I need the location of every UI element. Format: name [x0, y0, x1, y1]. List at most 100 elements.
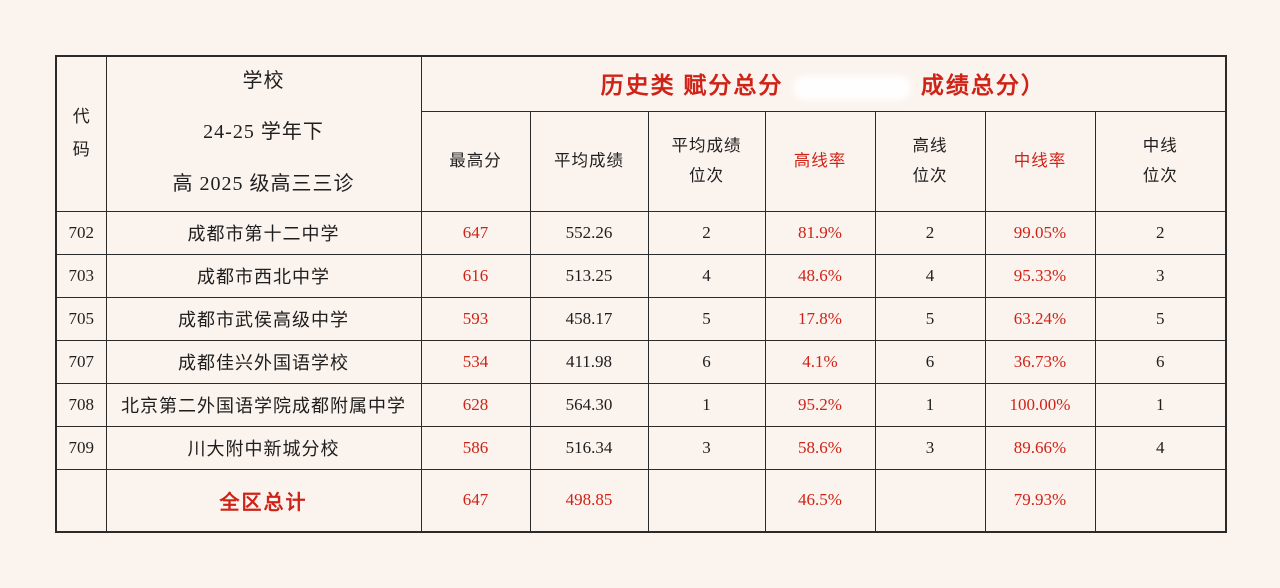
cell-mid-line-rank: 1 — [1094, 382, 1227, 427]
cell-mid-line-rank: 3 — [1094, 253, 1227, 298]
column-label: 高线率 — [793, 151, 847, 171]
cell-avg-rank: 5 — [647, 296, 766, 341]
cell-high-line-rate: 17.8% — [764, 296, 876, 341]
cell-school: 川大附中新城分校 — [105, 425, 422, 470]
cell-high-line-rank: 1 — [874, 382, 986, 427]
cell-mid-line-rate: 79.93% — [984, 468, 1096, 533]
exam-name-label: 高 2025 级高三三诊 — [172, 172, 355, 195]
cell-high-line-rank: 3 — [874, 425, 986, 470]
cell-mid-line-rate: 89.66% — [984, 425, 1096, 470]
column-label: 中线率 — [1013, 151, 1067, 171]
table-row: 708 北京第二外国语学院成都附属中学 628 564.30 1 95.2% 1… — [55, 382, 1227, 427]
table-row: 705 成都市武侯高级中学 593 458.17 5 17.8% 5 63.24… — [55, 296, 1227, 341]
cell-school: 北京第二外国语学院成都附属中学 — [105, 382, 422, 427]
cell-avg-rank: 1 — [647, 382, 766, 427]
cell-avg-rank: 6 — [647, 339, 766, 384]
col-header-avg-rank: 平均成绩 位次 — [647, 110, 766, 212]
table-row: 709 川大附中新城分校 586 516.34 3 58.6% 3 89.66%… — [55, 425, 1227, 470]
school-header-label: 学校 — [242, 70, 285, 92]
col-header-high-line-rank: 高线 位次 — [874, 110, 986, 212]
column-label: 平均成绩 — [554, 151, 624, 171]
header-row-top: 代码 学校 24-25 学年下 高 2025 级高三三诊 历史类 赋分总分 成绩… — [55, 55, 1227, 212]
total-label: 全区总计 — [105, 468, 422, 533]
cell-mid-line-rank: 6 — [1094, 339, 1227, 384]
col-header-mid-line-rate: 中线率 — [984, 110, 1096, 212]
column-label-line2: 位次 — [912, 166, 948, 185]
column-label-line2: 位次 — [1142, 166, 1178, 185]
redacted-smudge — [793, 75, 912, 102]
column-label-line1: 平均成绩 — [671, 136, 742, 156]
cell-school: 成都市西北中学 — [105, 253, 422, 298]
cell-code: 707 — [55, 339, 107, 384]
cell-high-line-rate: 4.1% — [764, 339, 876, 384]
cell-code: 708 — [55, 382, 107, 427]
col-header-avg-score: 平均成绩 — [529, 110, 649, 212]
cell-avg-rank: 4 — [647, 253, 766, 298]
table-row: 703 成都市西北中学 616 513.25 4 48.6% 4 95.33% … — [55, 253, 1227, 298]
cell-avg-score: 513.25 — [529, 253, 649, 298]
cell-avg-score: 411.98 — [529, 339, 649, 384]
header-row-sub: 最高分 平均成绩 平均成绩 位次 高线率 高线 位次 中线率 中线 位次 — [56, 110, 1227, 212]
column-label-line1: 高线 — [912, 136, 948, 156]
title-part2: 成绩总分） — [920, 73, 1046, 99]
school-year-label: 24-25 学年下 — [203, 121, 324, 144]
cell-max-score: 593 — [420, 296, 531, 341]
cell-mid-line-rate: 100.00% — [984, 382, 1096, 427]
cell-school: 成都佳兴外国语学校 — [105, 339, 422, 384]
cell-high-line-rate: 81.9% — [764, 210, 876, 255]
code-column-header: 代码 — [55, 55, 107, 212]
cell-school: 成都市武侯高级中学 — [105, 296, 422, 341]
col-header-high-line-rate: 高线率 — [764, 110, 876, 212]
cell-mid-line-rate: 95.33% — [984, 253, 1096, 298]
table-row: 702 成都市第十二中学 647 552.26 2 81.9% 2 99.05%… — [55, 210, 1227, 255]
total-row: 全区总计 647 498.85 46.5% 79.93% — [55, 468, 1227, 533]
cell-max-score: 586 — [420, 425, 531, 470]
school-header-block: 学校 24-25 学年下 高 2025 级高三三诊 — [107, 57, 420, 210]
cell-school: 成都市第十二中学 — [105, 210, 422, 255]
cell-mid-line-rate: 99.05% — [984, 210, 1096, 255]
cell-code: 705 — [55, 296, 107, 341]
code-header-label: 代码 — [72, 107, 90, 159]
col-header-mid-line-rank: 中线 位次 — [1094, 110, 1227, 212]
cell-avg-score: 498.85 — [529, 468, 649, 533]
cell-max-score: 647 — [420, 210, 531, 255]
school-column-header: 学校 24-25 学年下 高 2025 级高三三诊 — [105, 55, 422, 212]
cell-high-line-rate: 58.6% — [764, 425, 876, 470]
cell-max-score: 534 — [420, 339, 531, 384]
cell-high-line-rank: 2 — [874, 210, 986, 255]
cell-mid-line-rank — [1094, 468, 1227, 533]
table-title: 历史类 赋分总分 成绩总分） — [420, 55, 1227, 112]
table-row: 707 成都佳兴外国语学校 534 411.98 6 4.1% 6 36.73%… — [55, 339, 1227, 384]
cell-avg-rank — [647, 468, 766, 533]
cell-high-line-rank — [874, 468, 986, 533]
cell-high-line-rank: 5 — [874, 296, 986, 341]
title-part1: 历史类 赋分总分 — [600, 73, 784, 99]
cell-code: 702 — [55, 210, 107, 255]
col-header-max-score: 最高分 — [420, 110, 531, 212]
cell-mid-line-rank: 4 — [1094, 425, 1227, 470]
cell-max-score: 616 — [420, 253, 531, 298]
cell-high-line-rate: 48.6% — [764, 253, 876, 298]
cell-avg-rank: 3 — [647, 425, 766, 470]
cell-high-line-rate: 46.5% — [764, 468, 876, 533]
column-label: 最高分 — [449, 151, 502, 171]
cell-avg-score: 552.26 — [529, 210, 649, 255]
cell-high-line-rank: 6 — [874, 339, 986, 384]
cell-avg-score: 564.30 — [529, 382, 649, 427]
cell-high-line-rate: 95.2% — [764, 382, 876, 427]
cell-mid-line-rate: 36.73% — [984, 339, 1096, 384]
cell-avg-score: 516.34 — [529, 425, 649, 470]
cell-code — [55, 468, 107, 533]
cell-high-line-rank: 4 — [874, 253, 986, 298]
score-table: 代码 学校 24-25 学年下 高 2025 级高三三诊 历史类 赋分总分 成绩… — [55, 55, 1228, 533]
cell-max-score: 628 — [420, 382, 531, 427]
cell-max-score: 647 — [420, 468, 531, 533]
cell-mid-line-rank: 5 — [1094, 296, 1227, 341]
cell-mid-line-rank: 2 — [1094, 210, 1227, 255]
column-label-line2: 位次 — [689, 166, 724, 185]
cell-code: 709 — [55, 425, 107, 470]
cell-avg-rank: 2 — [647, 210, 766, 255]
cell-mid-line-rate: 63.24% — [984, 296, 1096, 341]
cell-avg-score: 458.17 — [529, 296, 649, 341]
